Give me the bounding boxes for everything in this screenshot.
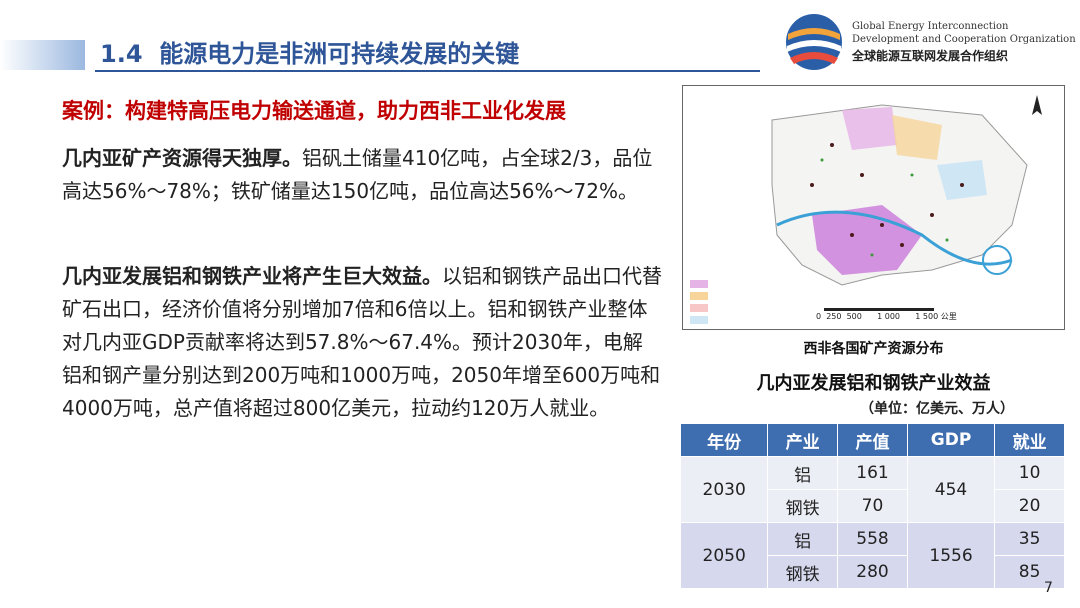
cell: 35 [994,522,1065,556]
table: 年份 产业 产值 GDP 就业 2030 铝 161 454 10 钢铁 70 20 2050 铝 55… [679,423,1065,589]
header-row: 年份 产业 产值 GDP 就业 [679,423,1065,457]
scale-label: 500 [846,312,862,321]
page-number: 7 [1044,580,1053,596]
scale-label: 1 000 [877,312,901,321]
cell: 铝 [767,522,839,556]
cell: 161 [837,456,908,490]
paragraph-lead: 几内亚发展铝和钢铁产业将产生巨大效益。 [62,264,442,288]
year-cell: 2050 [679,522,769,589]
title: 能源电力是非洲可持续发展的关键 [159,40,520,68]
header-cell: 产值 [837,423,908,457]
map-scale: 0 250 500 1 000 1 500 公里 [816,311,957,322]
paragraph-lead: 几内亚矿产资源得天独厚。 [62,146,302,170]
row: 2050 铝 558 1556 35 [679,522,1065,589]
map-caption: 西非各国矿产资源分布 [803,341,944,357]
map [682,85,1065,330]
cell: 85 [994,555,1065,589]
org-en-line: Global Energy Interconnection [852,21,1009,32]
header-cell: GDP [906,423,996,457]
org-en-line: Development and Cooperation Organization [852,34,1076,45]
paragraph-text: 以铝和钢铁产品出口代替矿石出口，经济价值将分别增加7倍和6倍以上。铝和钢铁产业整… [62,264,662,420]
cell: 钢铁 [767,489,839,523]
cell: 铝 [767,456,839,490]
header-cell: 就业 [994,423,1065,457]
logo [786,14,842,70]
header-cell: 年份 [679,423,769,457]
scale-label: 0 [816,312,822,321]
cell: 70 [837,489,908,523]
header-rule [95,70,760,72]
row: 2030 铝 161 454 10 [679,456,1065,523]
scale-label: 250 [826,312,842,321]
header-cell: 产业 [767,423,839,457]
scale-label: 公里 [940,312,957,321]
cell: 20 [994,489,1065,523]
year-cell: 2030 [679,456,769,523]
table-unit: （单位：亿美元、万人） [860,401,1014,417]
paragraph: 几内亚发展铝和钢铁产业将产生巨大效益。以铝和钢铁产品出口代替矿石出口，经济价值将… [62,260,662,425]
header-title: 1.4 能源电力是非洲可持续发展的关键 [100,34,519,69]
case-title: 案例：构建特高压电力输送通道，助力西非工业化发展 [62,99,566,123]
org-en: Global Energy Interconnection Development… [852,20,1076,46]
cell: 280 [837,555,908,589]
cell: 10 [994,456,1065,490]
header-bar [0,40,85,70]
scale-label: 1 500 [915,312,939,321]
table-title: 几内亚发展铝和钢铁产业效益 [756,373,991,394]
gdp-cell: 454 [906,456,996,523]
paragraph-text: 铝矾土储量410亿吨，占全球2/3，品位高达56%～78%；铁矿储量达150亿吨… [62,146,653,203]
paragraph: 几内亚矿产资源得天独厚。铝矾土储量410亿吨，占全球2/3，品位高达56%～78… [62,142,662,208]
org-cn: 全球能源互联网发展合作组织 [852,49,1009,63]
row: 钢铁 280 85 [681,555,1065,589]
gdp-cell: 1556 [906,522,996,589]
cell: 558 [837,522,908,556]
cell: 钢铁 [767,555,839,589]
section-number: 1.4 [100,40,143,68]
